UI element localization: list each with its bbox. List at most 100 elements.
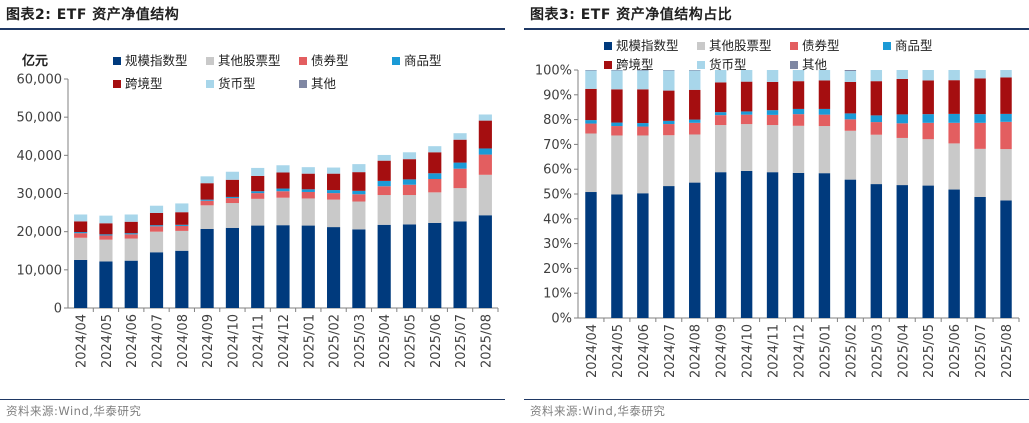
bar-segment (689, 134, 701, 183)
x-tick-label: 2025/08 (479, 314, 494, 368)
bar-segment (611, 126, 623, 136)
x-tick-label: 2024/07 (151, 314, 166, 368)
x-tick-label: 2024/08 (176, 314, 191, 368)
bar-stack-2024-10 (740, 70, 753, 318)
legend-swatch (113, 80, 121, 88)
bar-segment (792, 114, 805, 126)
bar-segment (301, 225, 315, 308)
bar-stack-2025-06 (428, 146, 442, 308)
bar-segment (585, 133, 597, 193)
bar-segment (637, 89, 649, 124)
bar-segment (870, 134, 883, 185)
legend-swatch (206, 57, 214, 65)
bar-segment (740, 70, 753, 82)
bar-segment (585, 70, 597, 89)
bar-segment (766, 70, 779, 82)
legend-swatch (206, 80, 214, 88)
x-tick-label: 2024/10 (226, 314, 241, 368)
title-divider (0, 28, 505, 30)
bar-segment (99, 235, 113, 240)
x-tick-label: 2025/05 (922, 324, 937, 378)
bar-segment (663, 70, 675, 91)
legend-label: 其他股票型 (218, 53, 281, 68)
bar-segment (974, 148, 986, 197)
bar-segment (251, 167, 265, 176)
bar-stack-2025-06 (948, 70, 960, 318)
bar-segment (149, 252, 164, 308)
bar-segment (844, 81, 857, 114)
x-tick-label: 2024/07 (663, 324, 678, 378)
x-tick-label: 2025/04 (378, 314, 393, 368)
bar-segment (453, 188, 467, 222)
bar-segment (200, 200, 214, 206)
bar-segment (478, 120, 492, 149)
bar-stack-2024-07 (663, 70, 675, 318)
legend-swatch (697, 61, 705, 69)
legend-label: 债券型 (802, 38, 840, 53)
legend-swatch (697, 42, 705, 50)
legend-swatch (299, 80, 307, 88)
legend-label: 其他股票型 (709, 38, 772, 53)
y-tick-label: 10,000 (17, 263, 63, 278)
bar-segment (352, 201, 366, 230)
bar-segment (175, 230, 189, 251)
legend-label: 其他 (802, 57, 828, 72)
bar-stack-2025-08 (478, 114, 492, 308)
bar-stack-2024-05 (611, 70, 623, 318)
bar-segment (124, 234, 138, 239)
bar-segment (714, 172, 727, 318)
legend-label: 跨境型 (125, 76, 163, 91)
bar-segment (428, 222, 442, 308)
bar-stack-2025-05 (922, 70, 934, 318)
bar-segment (402, 152, 417, 160)
panel-net-asset-share: 图表3: ETF 资产净值结构占比 0% 10% 20% 30% 40% 50% 60% 70… (524, 0, 1029, 423)
legend-label: 规模指数型 (125, 53, 188, 68)
x-tick-label: 2025/02 (328, 314, 343, 368)
legend-item: 跨境型 (113, 76, 163, 91)
bar-segment (818, 108, 831, 115)
bar-segment (124, 214, 138, 222)
bar-segment (352, 172, 366, 191)
bar-segment (402, 159, 417, 180)
bar-segment (714, 112, 727, 116)
bar-segment (428, 192, 442, 223)
bar-segment (896, 70, 908, 79)
bar-segment (792, 172, 805, 318)
x-tick-label: 2024/08 (689, 324, 704, 378)
bar-segment (251, 191, 265, 194)
bar-stack-2025-02 (327, 167, 341, 308)
legend-label: 其他 (311, 76, 337, 91)
y-tick-label: 40% (543, 212, 572, 227)
bar-segment (200, 199, 214, 201)
bar-segment (714, 82, 727, 113)
bar-segment (377, 180, 391, 187)
bar-segment (792, 81, 805, 109)
bar-segment (124, 233, 138, 235)
bar-segment (99, 223, 113, 235)
y-tick-label: 70% (543, 138, 572, 153)
bar-segment (766, 81, 779, 111)
bar-segment (689, 122, 701, 135)
bar-segment (1000, 70, 1012, 78)
y-tick-label: 50,000 (17, 111, 63, 126)
bar-segment (1000, 121, 1012, 150)
bar-segment (740, 170, 753, 318)
legend-label: 货币型 (709, 57, 747, 72)
bar-stack-2025-08 (1000, 70, 1012, 318)
bar-segment (478, 114, 492, 121)
bar-segment (352, 229, 366, 308)
legend-label: 债券型 (311, 53, 349, 68)
bar-stack-2024-05 (99, 215, 113, 308)
bar-segment (948, 122, 960, 144)
bar-stack-2024-06 (637, 70, 649, 318)
bar-segment (200, 176, 214, 184)
bar-segment (1000, 200, 1012, 318)
legend-swatch (299, 57, 307, 65)
bar-segment (99, 215, 113, 224)
bar-stack-2025-05 (402, 152, 417, 308)
bar-segment (870, 122, 883, 135)
bar-segment (663, 90, 675, 121)
bar-segment (175, 203, 189, 213)
x-tick-label: 2025/06 (429, 314, 444, 368)
bar-segment (276, 188, 290, 192)
